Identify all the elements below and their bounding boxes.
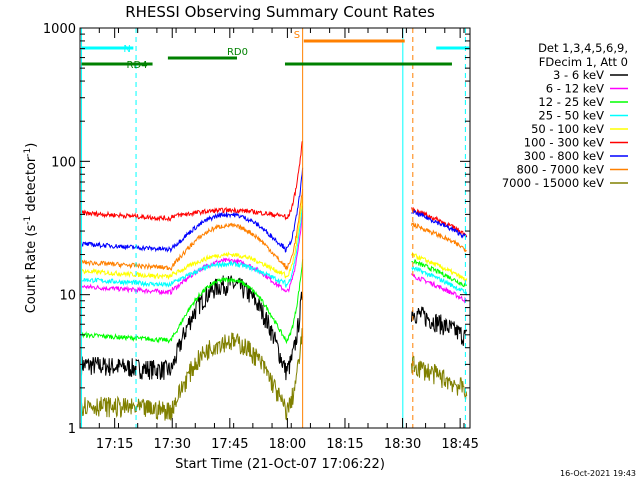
series-line <box>411 251 468 283</box>
series-3-6keV <box>81 275 468 381</box>
legend-label: 100 - 300 keV <box>524 136 604 150</box>
x-tick-label: 17:15 <box>96 437 133 452</box>
series-line <box>81 205 304 288</box>
legend-label: 3 - 6 keV <box>553 68 604 82</box>
series-line <box>81 259 304 345</box>
x-tick-label: 18:30 <box>384 437 421 452</box>
x-tick-label: 17:45 <box>211 437 248 452</box>
series-line <box>81 167 304 254</box>
chart-title: RHESSI Observing Summary Count Rates <box>125 3 435 21</box>
flag-label: RD4 <box>127 60 148 71</box>
series-line <box>411 221 467 253</box>
plot-area: N S RD0 RD4 <box>81 28 470 428</box>
flag-label: N <box>123 44 130 55</box>
x-axis-label: Start Time (21-Oct-07 17:06:22) <box>175 457 385 472</box>
series-50-100keV <box>81 197 468 283</box>
x-tick-label: 18:45 <box>441 437 478 452</box>
series-7000-15000keV <box>81 328 468 421</box>
x-tick-label: 17:30 <box>154 437 191 452</box>
y-tick-label: 1 <box>68 422 76 437</box>
series-line <box>411 209 467 239</box>
y-tick-label: 10 <box>59 289 76 304</box>
footer-timestamp: 16-Oct-2021 19:43 <box>560 469 636 478</box>
legend-label: 6 - 12 keV <box>546 82 604 96</box>
series-800-7000keV <box>81 188 467 271</box>
x-tick-label: 18:15 <box>326 437 363 452</box>
series-line <box>81 188 304 271</box>
series-line <box>411 259 468 288</box>
legend-label: 25 - 50 keV <box>538 109 604 123</box>
series-6-12keV <box>81 210 468 304</box>
series-line <box>411 306 468 346</box>
x-tick-label: 18:00 <box>269 437 306 452</box>
flag-label: RD0 <box>227 47 248 58</box>
series-line <box>81 328 304 421</box>
legend-label: 12 - 25 keV <box>538 95 604 109</box>
legend-label: 300 - 800 keV <box>524 149 604 163</box>
series-line <box>81 140 303 222</box>
series-300-800keV <box>81 167 467 254</box>
plot-frame <box>79 27 471 429</box>
series-12-25keV <box>81 259 468 345</box>
legend-label: 50 - 100 keV <box>531 122 604 136</box>
y-axis-label: Count Rate (s-1 detector-1) <box>23 143 39 314</box>
legend-header-line-1: Det 1,3,4,5,6,9, <box>538 41 628 55</box>
series-line <box>411 266 468 296</box>
legend-header-line-2: FDecim 1, Att 0 <box>539 55 628 69</box>
y-tick-label: 1000 <box>43 22 76 37</box>
legend-label: 7000 - 15000 keV <box>502 176 604 190</box>
legend-label: 800 - 7000 keV <box>516 163 604 177</box>
series-100-300keV <box>81 140 468 238</box>
series-line <box>411 355 468 400</box>
series-line <box>411 273 468 304</box>
flag-label: S <box>294 30 300 41</box>
series-line <box>81 210 304 296</box>
y-tick-label: 100 <box>51 155 76 170</box>
series-line <box>81 197 304 281</box>
series-25-50keV <box>81 205 468 296</box>
series-line <box>81 275 304 381</box>
